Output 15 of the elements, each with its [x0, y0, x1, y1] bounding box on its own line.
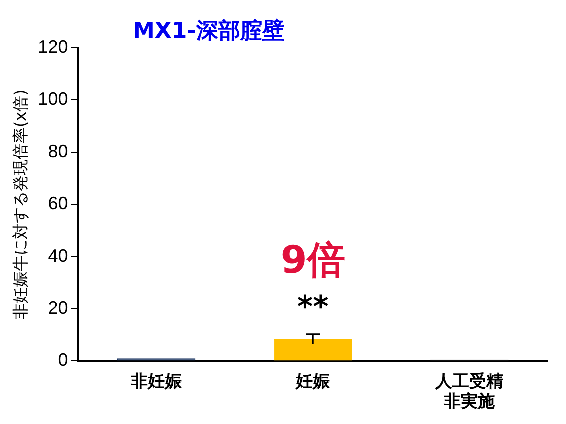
- annotation: **: [297, 290, 330, 326]
- x-tick-label: 人工受精非実施: [434, 372, 504, 412]
- y-tick-label: 60: [48, 194, 68, 214]
- y-tick-label: 40: [48, 246, 68, 266]
- bar: [274, 339, 352, 361]
- x-tick-label: 非妊娠: [130, 372, 184, 392]
- y-tick-label: 0: [58, 350, 68, 370]
- y-tick-label: 20: [48, 298, 68, 318]
- x-tick-label: 妊娠: [295, 372, 332, 392]
- y-tick-label: 120: [38, 36, 68, 57]
- y-axis-title: 非妊娠牛に対する発現倍率(x倍): [10, 90, 30, 320]
- annotation: 9倍: [280, 238, 346, 282]
- y-tick-label: 100: [38, 89, 68, 110]
- y-tick-label: 80: [48, 141, 68, 162]
- chart-title: MX1-深部腟壁: [133, 18, 284, 46]
